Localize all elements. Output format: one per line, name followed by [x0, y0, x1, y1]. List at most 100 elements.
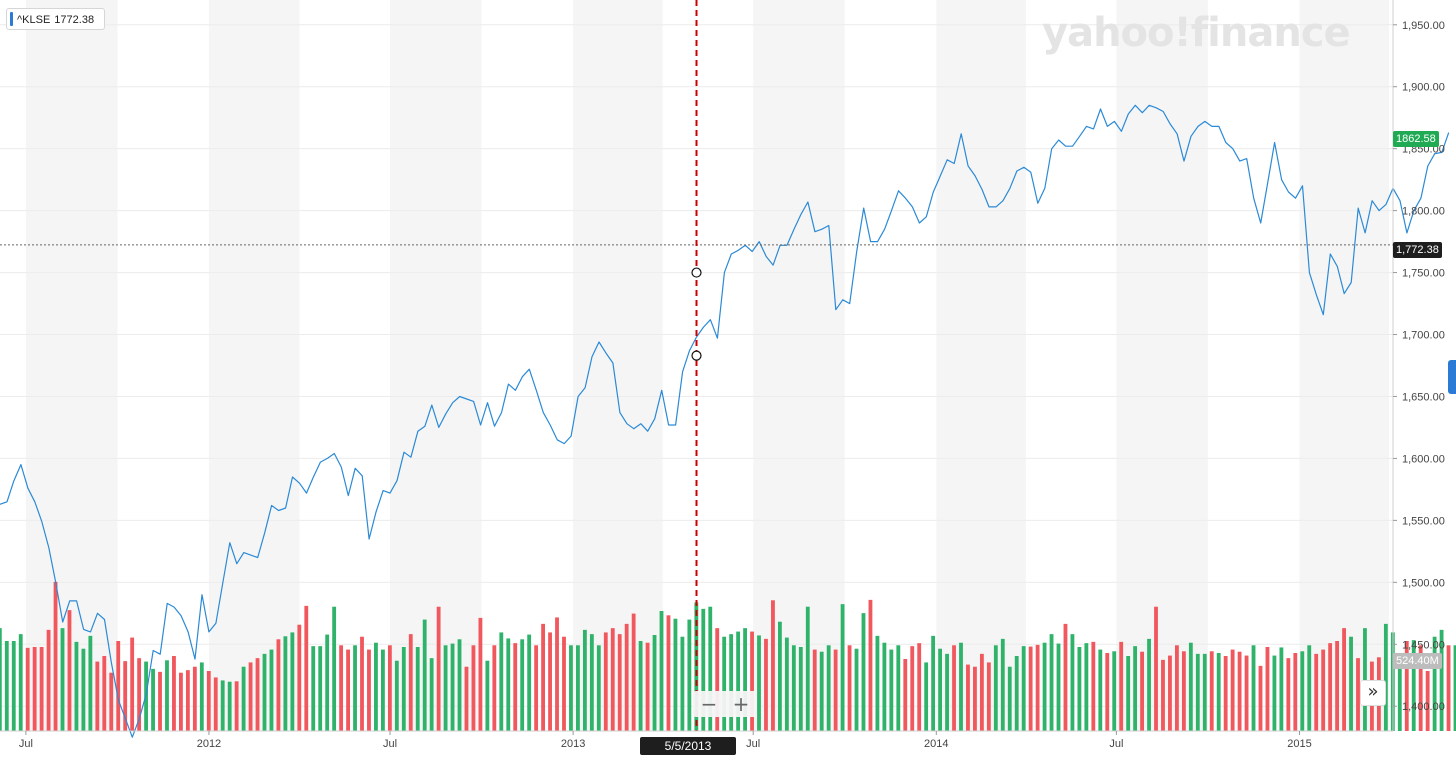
volume-bar	[882, 642, 887, 731]
volume-bar	[1251, 645, 1256, 731]
zoom-in-button[interactable]: +	[732, 692, 750, 716]
volume-bar	[1216, 653, 1221, 731]
shaded-bands	[25, 0, 1390, 731]
volume-bar	[569, 645, 573, 731]
volume-bar	[1042, 642, 1047, 731]
volume-bar	[1181, 651, 1186, 731]
volume-bar	[220, 680, 225, 731]
volume-bar	[617, 634, 622, 731]
x-tick-label: Jul	[383, 738, 397, 750]
volume-bar	[46, 629, 51, 731]
volume-bar	[1300, 651, 1305, 731]
volume-bar	[81, 648, 86, 731]
series-color-swatch	[10, 12, 13, 26]
volume-bar	[499, 632, 504, 731]
y-tick-label: 1,400.00	[1402, 701, 1445, 713]
volume-bar	[1021, 646, 1026, 731]
volume-bar	[1119, 641, 1124, 731]
volume-bar	[771, 600, 775, 731]
volume-bar	[374, 642, 378, 731]
volume-bar	[513, 643, 518, 731]
volume-bar	[360, 636, 364, 731]
volume-bar	[1335, 641, 1340, 731]
volume-bar	[826, 645, 831, 731]
volume-bar	[708, 606, 713, 731]
volume-bar	[979, 653, 984, 731]
volume-bar	[986, 662, 991, 731]
volume-bar	[1188, 642, 1193, 731]
volume-bar	[562, 636, 566, 731]
volume-badge: 524.40M	[1393, 653, 1442, 669]
volume-bar	[847, 645, 852, 731]
volume-bar	[304, 605, 309, 731]
volume-bar	[729, 634, 734, 731]
volume-bar	[589, 634, 594, 731]
volume-bar	[67, 610, 72, 731]
volume-bar	[1147, 638, 1151, 731]
volume-bar	[1028, 646, 1033, 731]
last-price-badge: 1862.58	[1393, 131, 1439, 147]
volume-bar	[1418, 645, 1423, 731]
expand-chevron-icon[interactable]: »	[1360, 680, 1386, 706]
volume-bar	[450, 643, 455, 731]
volume-bar	[172, 656, 176, 731]
volume-bar	[791, 645, 796, 731]
y-tick-label: 1,550.00	[1402, 515, 1445, 527]
y-tick-label: 1,600.00	[1402, 453, 1445, 465]
volume-bar	[443, 645, 448, 731]
volume-bar	[777, 621, 782, 731]
volume-bar	[1383, 623, 1388, 731]
volume-bar	[1049, 634, 1054, 731]
volume-bar	[485, 660, 490, 731]
volume-bar	[638, 641, 643, 731]
y-tick-label: 1,650.00	[1402, 391, 1445, 403]
volume-bar	[805, 606, 810, 731]
shaded-band	[753, 0, 845, 731]
volume-bar	[506, 638, 511, 731]
shaded-band	[390, 0, 482, 731]
volume-bar	[861, 613, 866, 731]
volume-bar	[1265, 647, 1270, 731]
volume-bar	[819, 651, 824, 731]
x-axis: Jul 2012 Jul 2013 Jul 2014 Jul 2015	[0, 730, 1393, 750]
side-panel-tab[interactable]	[1448, 360, 1456, 394]
volume-bar	[4, 641, 9, 731]
volume-bar	[966, 664, 970, 731]
volume-bar	[1000, 638, 1005, 731]
volume-bar	[422, 619, 427, 731]
volume-bar	[833, 649, 838, 731]
volume-bar	[283, 636, 288, 731]
volume-bar	[548, 632, 552, 731]
volume-bar	[39, 647, 44, 731]
volume-bar	[541, 623, 546, 731]
volume-bar	[0, 628, 2, 731]
volume-bar	[910, 646, 915, 731]
volume-bar	[1070, 634, 1075, 731]
volume-bar	[1363, 628, 1367, 731]
volume-bar	[1133, 646, 1138, 731]
volume-bar	[527, 634, 532, 731]
volume-bar	[896, 645, 901, 731]
volume-bar	[1397, 657, 1402, 731]
volume-bar	[1098, 649, 1103, 731]
volume-bar	[1349, 636, 1353, 731]
volume-bar	[1272, 655, 1277, 731]
volume-bar	[408, 634, 413, 731]
volume-bar	[959, 642, 963, 731]
volume-bar	[555, 617, 559, 731]
zoom-out-button[interactable]: −	[700, 692, 718, 716]
volume-bar	[1439, 629, 1444, 731]
shaded-band	[208, 0, 300, 731]
volume-bar	[297, 624, 302, 731]
volume-bar	[478, 617, 483, 731]
volume-bar	[1174, 645, 1179, 731]
volume-bar	[457, 639, 462, 731]
volume-bar	[1446, 645, 1451, 731]
volume-bar	[1105, 653, 1110, 731]
x-tick-label: 2015	[1287, 738, 1311, 750]
volume-bar	[631, 613, 636, 731]
ticker-chip[interactable]: ^KLSE 1772.38	[6, 8, 106, 30]
volume-bar	[401, 647, 406, 731]
volume-bar	[367, 649, 371, 731]
